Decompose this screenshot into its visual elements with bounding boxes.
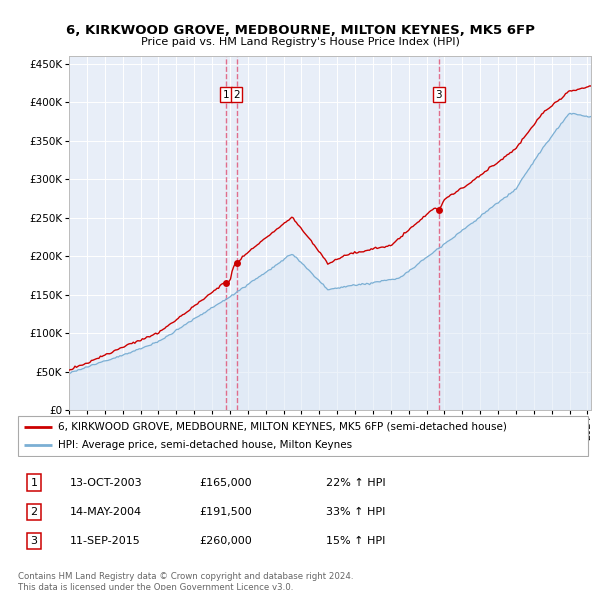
FancyBboxPatch shape: [18, 417, 588, 455]
Text: 15% ↑ HPI: 15% ↑ HPI: [326, 536, 385, 546]
Text: 2: 2: [233, 90, 240, 100]
Text: 14-MAY-2004: 14-MAY-2004: [70, 507, 142, 517]
Text: £165,000: £165,000: [199, 477, 252, 487]
Text: 1: 1: [31, 477, 38, 487]
Text: 11-SEP-2015: 11-SEP-2015: [70, 536, 140, 546]
Text: 6, KIRKWOOD GROVE, MEDBOURNE, MILTON KEYNES, MK5 6FP (semi-detached house): 6, KIRKWOOD GROVE, MEDBOURNE, MILTON KEY…: [58, 422, 507, 432]
Text: This data is licensed under the Open Government Licence v3.0.: This data is licensed under the Open Gov…: [18, 583, 293, 590]
Text: 33% ↑ HPI: 33% ↑ HPI: [326, 507, 385, 517]
Text: 22% ↑ HPI: 22% ↑ HPI: [326, 477, 386, 487]
Text: 2: 2: [31, 507, 38, 517]
Text: 13-OCT-2003: 13-OCT-2003: [70, 477, 142, 487]
Text: HPI: Average price, semi-detached house, Milton Keynes: HPI: Average price, semi-detached house,…: [58, 440, 352, 450]
Text: £260,000: £260,000: [199, 536, 252, 546]
Text: 3: 3: [31, 536, 38, 546]
Text: Contains HM Land Registry data © Crown copyright and database right 2024.: Contains HM Land Registry data © Crown c…: [18, 572, 353, 581]
Text: £191,500: £191,500: [199, 507, 252, 517]
Text: 3: 3: [436, 90, 442, 100]
Text: 6, KIRKWOOD GROVE, MEDBOURNE, MILTON KEYNES, MK5 6FP: 6, KIRKWOOD GROVE, MEDBOURNE, MILTON KEY…: [65, 24, 535, 37]
Text: Price paid vs. HM Land Registry's House Price Index (HPI): Price paid vs. HM Land Registry's House …: [140, 37, 460, 47]
Text: 1: 1: [223, 90, 229, 100]
